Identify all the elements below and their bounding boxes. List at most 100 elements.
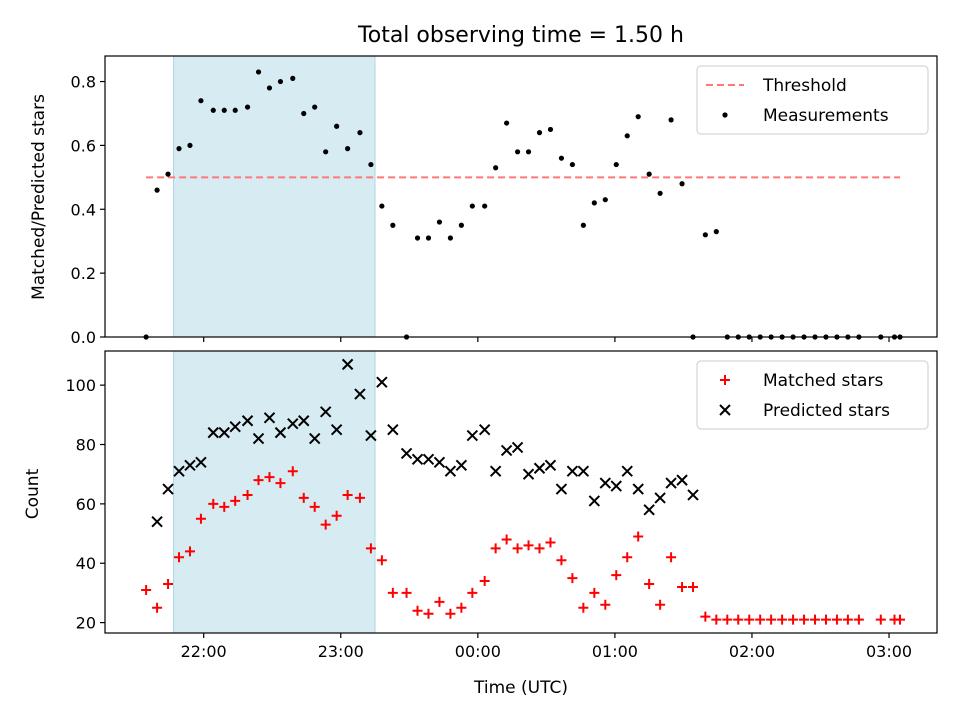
bottom-point bbox=[522, 468, 535, 480]
bottom-series-matched-stars bbox=[141, 466, 905, 625]
top-point bbox=[277, 78, 284, 85]
top-point bbox=[425, 235, 432, 241]
bottom-point bbox=[633, 531, 644, 542]
top-point bbox=[668, 117, 674, 123]
bottom-point bbox=[555, 483, 568, 495]
top-point bbox=[458, 222, 464, 228]
bottom-ytick-label: 100 bbox=[65, 376, 96, 395]
bottom-point bbox=[376, 555, 387, 566]
bottom-point bbox=[287, 466, 298, 477]
bottom-point bbox=[654, 492, 666, 504]
bottom-point bbox=[610, 480, 622, 492]
bottom-xtick-label: 22:00 bbox=[181, 642, 227, 661]
bottom-point bbox=[799, 614, 810, 625]
bottom-point bbox=[677, 581, 688, 592]
bottom-point bbox=[500, 444, 513, 457]
bottom-legend-label: Matched stars bbox=[763, 371, 883, 391]
bottom-point bbox=[195, 456, 207, 469]
bottom-point bbox=[434, 596, 445, 607]
bottom-point bbox=[523, 540, 534, 551]
top-point bbox=[547, 126, 554, 133]
bottom-point bbox=[433, 456, 446, 469]
bottom-point bbox=[544, 459, 557, 471]
bottom-legend-swatch bbox=[719, 404, 731, 416]
bottom-point bbox=[445, 608, 456, 619]
bottom-point bbox=[184, 546, 195, 557]
bottom-point bbox=[621, 465, 633, 477]
bottom-point bbox=[252, 432, 265, 445]
bottom-point bbox=[810, 614, 821, 625]
bottom-point bbox=[207, 426, 219, 439]
top-point bbox=[657, 190, 663, 196]
bottom-point bbox=[766, 614, 777, 625]
bottom-point bbox=[455, 459, 468, 471]
bottom-panel: 20 40 60 80 100 22:00 23:00 00:00 01:00 02:00 03:0… bbox=[65, 350, 938, 661]
top-highlight-span bbox=[173, 55, 376, 338]
bottom-point bbox=[665, 477, 677, 489]
top-point bbox=[334, 123, 340, 129]
top-ytick-label: 0.4 bbox=[71, 200, 96, 219]
bottom-point bbox=[141, 584, 152, 595]
bottom-point bbox=[700, 611, 711, 622]
bottom-point bbox=[184, 459, 196, 471]
top-point bbox=[154, 187, 160, 193]
bottom-point bbox=[599, 477, 612, 489]
top-point bbox=[504, 120, 510, 126]
top-point bbox=[414, 235, 421, 241]
bottom-point bbox=[365, 429, 377, 442]
bottom-point bbox=[400, 447, 413, 460]
top-legend-label: Threshold bbox=[762, 76, 847, 96]
bottom-series-predicted-stars bbox=[151, 358, 699, 528]
top-ytick-label: 0.6 bbox=[71, 136, 96, 155]
bottom-point bbox=[600, 599, 611, 610]
bottom-point bbox=[412, 605, 423, 616]
bottom-highlight-span bbox=[173, 350, 376, 634]
bottom-point bbox=[173, 465, 185, 477]
top-point bbox=[514, 149, 521, 155]
bottom-point bbox=[711, 614, 722, 625]
bottom-point bbox=[365, 543, 376, 554]
bottom-point bbox=[632, 483, 644, 495]
bottom-point bbox=[274, 426, 287, 439]
top-point bbox=[536, 130, 543, 136]
top-point bbox=[580, 222, 586, 228]
bottom-point bbox=[264, 472, 275, 483]
bottom-point bbox=[422, 453, 435, 466]
bottom-point bbox=[163, 579, 174, 590]
bottom-point bbox=[722, 614, 733, 625]
bottom-point bbox=[242, 489, 253, 500]
top-point bbox=[345, 146, 351, 152]
top-point bbox=[493, 165, 499, 171]
bottom-point bbox=[688, 581, 699, 592]
bottom-xtick-label: 03:00 bbox=[866, 642, 912, 661]
bottom-point bbox=[501, 534, 512, 545]
top-point bbox=[569, 161, 576, 168]
top-point bbox=[266, 85, 273, 91]
bottom-xtick-label: 00:00 bbox=[455, 642, 501, 661]
bottom-point bbox=[341, 358, 354, 371]
bottom-y-axis-label: Count bbox=[23, 468, 43, 519]
top-point bbox=[646, 171, 652, 177]
bottom-point bbox=[489, 465, 502, 477]
bottom-point bbox=[676, 474, 688, 486]
bottom-point bbox=[195, 513, 206, 524]
bottom-xtick-label: 02:00 bbox=[729, 642, 775, 661]
top-point bbox=[613, 161, 619, 168]
bottom-point bbox=[622, 552, 633, 563]
bottom-point bbox=[644, 579, 655, 590]
top-series-measurements bbox=[143, 69, 903, 340]
bottom-point bbox=[853, 614, 864, 625]
bottom-point bbox=[275, 478, 286, 489]
bottom-legend-label: Predicted stars bbox=[763, 401, 890, 421]
top-ytick-label: 0.0 bbox=[71, 328, 96, 347]
top-point bbox=[558, 155, 565, 161]
bottom-point bbox=[208, 498, 219, 509]
bottom-point bbox=[151, 515, 163, 528]
bottom-point bbox=[567, 573, 578, 584]
bottom-point bbox=[467, 587, 478, 598]
top-point bbox=[390, 222, 396, 228]
top-point bbox=[323, 149, 329, 155]
bottom-point bbox=[444, 465, 457, 477]
top-point bbox=[210, 107, 216, 113]
top-point bbox=[469, 203, 475, 209]
